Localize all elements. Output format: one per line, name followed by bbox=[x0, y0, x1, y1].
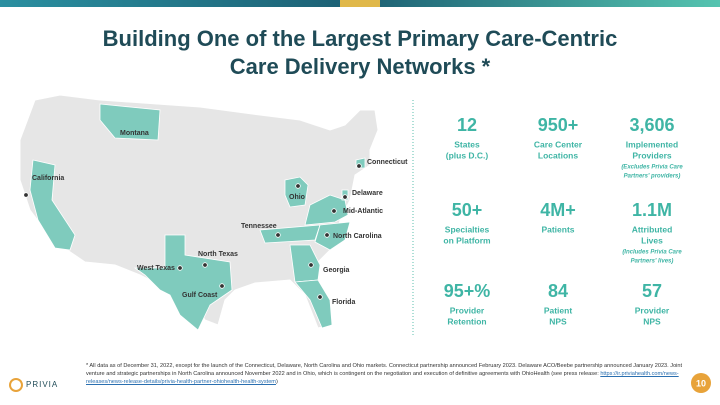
stat-value: 84 bbox=[548, 281, 568, 301]
map-label: Florida bbox=[332, 299, 355, 306]
stat-label: Patient bbox=[544, 305, 573, 315]
map-label: Mid-Atlantic bbox=[343, 208, 383, 215]
map-label: Tennessee bbox=[241, 223, 277, 230]
location-dot bbox=[331, 208, 337, 214]
stat-value: 57 bbox=[642, 281, 662, 301]
state bbox=[304, 194, 349, 226]
stat-note: Partners' providers) bbox=[624, 174, 681, 180]
stat-label: Specialties bbox=[445, 224, 490, 234]
footnote-text: * All data as of December 31, 2022, exce… bbox=[86, 363, 683, 377]
state bbox=[133, 234, 233, 331]
stat-note: (Includes Privia Care bbox=[622, 250, 682, 256]
location-dot bbox=[23, 192, 29, 198]
state bbox=[294, 279, 333, 329]
title: Building One of the Largest Primary Care… bbox=[103, 26, 618, 51]
stat-value: 4M+ bbox=[540, 200, 576, 220]
map-label: Montana bbox=[120, 130, 149, 137]
top-accent bbox=[340, 0, 380, 7]
stat-label: on Platform bbox=[443, 235, 491, 245]
map-label: West Texas bbox=[137, 265, 175, 272]
stat-value: 1.1M bbox=[632, 200, 672, 220]
footnote-closing: ) bbox=[275, 379, 278, 385]
map-label: Gulf Coast bbox=[182, 292, 218, 299]
page-badge bbox=[691, 373, 711, 393]
state bbox=[284, 176, 309, 208]
map-label: Georgia bbox=[323, 267, 350, 274]
stat-label: Provider bbox=[635, 305, 670, 315]
state bbox=[289, 244, 321, 283]
location-dot bbox=[342, 194, 348, 200]
state bbox=[99, 103, 161, 141]
location-dot bbox=[202, 262, 208, 268]
footnote-link[interactable]: https://ir.priviahealth.com/news-release… bbox=[86, 371, 679, 385]
stat-note: Partners' lives) bbox=[631, 259, 674, 265]
map-label: Ohio bbox=[289, 194, 305, 201]
footnote: * All data as of December 31, 2022, exce… bbox=[86, 362, 686, 386]
stat-value: 950+ bbox=[538, 115, 579, 135]
logo-mark bbox=[9, 378, 23, 392]
stat-label: NPS bbox=[549, 316, 567, 326]
map-label: North Texas bbox=[198, 251, 238, 258]
stat-value: 12 bbox=[457, 115, 477, 135]
location-dot bbox=[324, 232, 330, 238]
map-label: North Carolina bbox=[333, 233, 382, 240]
location-dot bbox=[177, 265, 183, 271]
stat-note: (Excludes Privia Care bbox=[621, 165, 683, 171]
location-dot bbox=[317, 294, 323, 300]
stat-label: Care Center bbox=[534, 139, 583, 149]
stat-value: 3,606 bbox=[629, 115, 674, 135]
states bbox=[29, 103, 366, 331]
location-dot bbox=[219, 283, 225, 289]
map-label: California bbox=[32, 175, 64, 182]
stat-label: Patients bbox=[541, 224, 574, 234]
page-number: 10 bbox=[696, 378, 706, 388]
state bbox=[29, 159, 76, 251]
map-label: Delaware bbox=[352, 190, 383, 197]
stat-label: Retention bbox=[447, 316, 486, 326]
logo: PRIVIA bbox=[26, 380, 58, 389]
state bbox=[314, 221, 351, 251]
stat-label: States bbox=[454, 139, 480, 149]
stat-label: Locations bbox=[538, 150, 578, 160]
state bbox=[259, 224, 321, 244]
stat-value: 50+ bbox=[452, 200, 483, 220]
title: Care Delivery Networks * bbox=[230, 54, 491, 79]
stat-label: Implemented bbox=[626, 139, 678, 149]
stat-label: Providers bbox=[632, 150, 671, 160]
stat-label: Lives bbox=[641, 235, 663, 245]
stat-label: (plus D.C.) bbox=[446, 150, 489, 160]
location-dot bbox=[275, 232, 281, 238]
location-dot bbox=[356, 163, 362, 169]
stat-value: 95+% bbox=[444, 281, 491, 301]
location-dot bbox=[308, 262, 314, 268]
map-label: Connecticut bbox=[367, 159, 408, 166]
stat-label: Provider bbox=[450, 305, 485, 315]
stat-label: NPS bbox=[643, 316, 661, 326]
stat-label: Attributed bbox=[632, 224, 673, 234]
location-dot bbox=[295, 183, 301, 189]
